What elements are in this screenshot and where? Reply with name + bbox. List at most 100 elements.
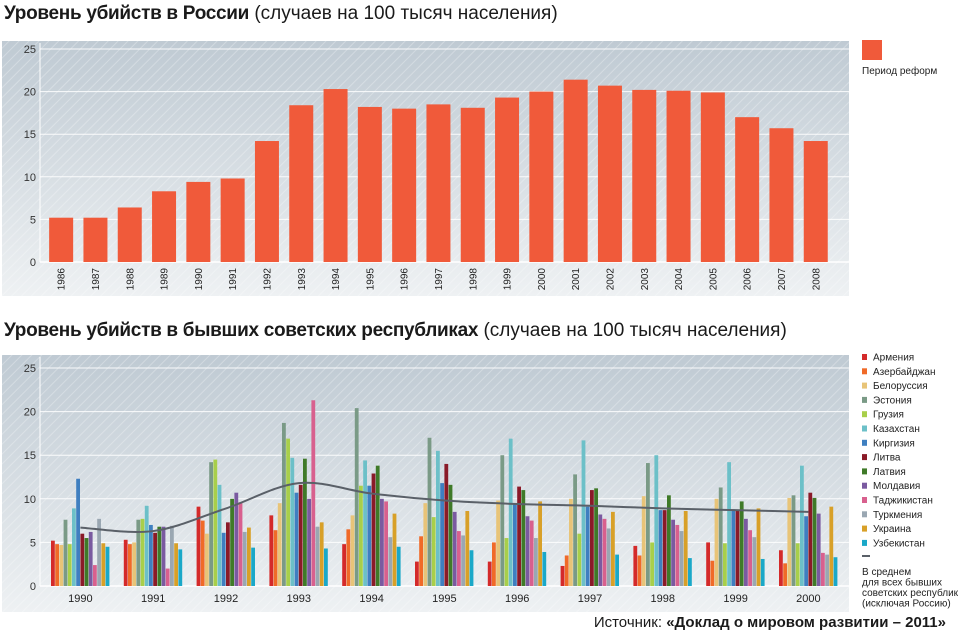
chart2-bar xyxy=(804,516,808,586)
chart2-bar xyxy=(375,465,380,586)
chart2-bar xyxy=(829,506,834,586)
chart2-legend-trend-label: В среднем для всех бывших советских респуб… xyxy=(862,567,959,610)
chart2-bar xyxy=(277,503,282,586)
chart2-bar xyxy=(465,511,470,586)
chart2-legend-swatch xyxy=(862,425,867,432)
chart2-bar xyxy=(641,496,646,586)
chart1-bar xyxy=(117,207,142,262)
chart2-y-tick-label: 20 xyxy=(24,407,36,419)
chart2-legend-label: Эстония xyxy=(873,395,912,406)
chart2-x-tick-label: 2000 xyxy=(796,593,820,605)
chart2-bar xyxy=(415,561,419,586)
chart2-bar xyxy=(452,511,457,586)
chart2-bar xyxy=(346,529,351,586)
chart2-bar xyxy=(646,463,650,586)
chart2-bar xyxy=(602,518,607,586)
chart2-bar xyxy=(521,490,526,586)
chart1-bar xyxy=(495,97,520,263)
chart2-bar xyxy=(149,524,153,586)
chart2-bar xyxy=(577,533,582,586)
chart2-bar xyxy=(723,543,727,586)
chart2-bar xyxy=(226,522,230,586)
chart2-bar xyxy=(72,508,76,586)
chart2-bar xyxy=(654,455,659,586)
chart2-bar xyxy=(808,492,813,586)
chart1-title: Уровень убийств в России (случаев на 100… xyxy=(4,3,558,25)
chart2-legend-label: Украина xyxy=(873,524,912,535)
chart2-legend-trend-label-line: для всех бывших xyxy=(862,577,942,589)
chart2-bar xyxy=(573,474,577,586)
chart2-bar xyxy=(388,537,393,586)
chart1-bar xyxy=(220,178,245,262)
chart2-y-tick-label: 0 xyxy=(30,581,36,593)
chart2-legend-label: Узбекистан xyxy=(873,537,925,549)
chart2-legend-label: Молдавия xyxy=(873,481,920,492)
chart2-bar xyxy=(487,561,492,586)
chart2-title-subtitle: (случаев на 100 тысяч населения) xyxy=(483,320,787,341)
chart2-bar xyxy=(76,478,80,586)
chart2-bar xyxy=(825,554,829,586)
chart2-x-tick-label: 1999 xyxy=(723,593,747,605)
chart2-bar xyxy=(650,542,654,586)
chart2-y-tick-label: 10 xyxy=(24,494,36,506)
source-prefix: Источник: xyxy=(593,614,667,631)
chart2-legend-label: Латвия xyxy=(873,467,906,478)
chart1-x-tick-label: 1991 xyxy=(228,268,239,291)
chart2-bar xyxy=(436,450,440,586)
chart1-x-tick-label: 2005 xyxy=(708,268,719,291)
chart2-bar xyxy=(170,525,174,586)
chart2-bar xyxy=(560,565,565,586)
chart2-x-tick-label: 1997 xyxy=(578,593,602,605)
chart2-legend-label: Грузия xyxy=(873,410,904,421)
chart2-bar xyxy=(396,546,401,586)
chart2-bar xyxy=(251,547,255,586)
chart2-legend-swatch xyxy=(862,497,867,503)
chart1-bar xyxy=(735,117,760,262)
chart2-legend-label: Белоруссия xyxy=(873,381,928,392)
chart2-legend-label: Туркмения xyxy=(873,510,922,521)
chart1-title-subtitle: (случаев на 100 тысяч населения) xyxy=(254,3,558,24)
chart2-bar xyxy=(492,542,496,586)
chart2-bar xyxy=(525,516,530,586)
chart1-x-tick-label: 1995 xyxy=(365,268,376,291)
chart2-bar xyxy=(384,501,388,586)
chart2-bar xyxy=(671,519,675,586)
chart2-bar xyxy=(354,408,359,586)
chart2-bar xyxy=(431,517,436,586)
chart2-legend-label: Азербайджан xyxy=(873,366,936,378)
chart2-bar xyxy=(174,543,178,586)
chart2-x-tick-label: 1996 xyxy=(505,593,529,605)
chart2-bar xyxy=(423,503,428,586)
chart1-x-tick-label: 1999 xyxy=(503,268,514,291)
chart1-bar xyxy=(323,89,348,262)
chart1-bar xyxy=(186,181,211,262)
chart1-bar xyxy=(392,108,417,262)
chart2-legend-trend-label-line: В среднем xyxy=(862,567,911,578)
chart2-bar xyxy=(311,400,316,586)
chart1-bar xyxy=(460,107,485,263)
chart1-x-tick-label: 1997 xyxy=(434,268,445,291)
chart2-legend-swatch xyxy=(862,396,867,403)
chart2-bar xyxy=(706,542,710,586)
chart1-x-tick-label: 1996 xyxy=(400,268,411,291)
chart2-bar xyxy=(513,504,517,586)
chart2-bar xyxy=(662,510,667,586)
chart2-legend-swatch xyxy=(862,454,867,461)
chart1-y-tick-label: 10 xyxy=(24,172,36,184)
chart2-bar xyxy=(132,542,136,586)
chart2-bar xyxy=(710,560,715,586)
chart2-bar xyxy=(380,498,384,586)
chart2-bar xyxy=(800,465,804,586)
chart2-legend-swatch xyxy=(862,382,867,389)
chart2-bar xyxy=(787,497,792,586)
chart2-bar xyxy=(542,551,547,586)
chart1-bar xyxy=(83,217,108,262)
chart2-bar xyxy=(342,544,346,586)
chart2-legend-swatch xyxy=(862,368,867,375)
chart2-bar xyxy=(564,555,569,586)
chart2-bar xyxy=(469,550,474,586)
chart2-bar xyxy=(760,558,765,586)
chart1-x-tick-label: 2001 xyxy=(571,268,582,291)
chart2-legend-trend-label-line: (исключая Россию) xyxy=(862,599,951,610)
chart2-bar xyxy=(585,506,590,586)
